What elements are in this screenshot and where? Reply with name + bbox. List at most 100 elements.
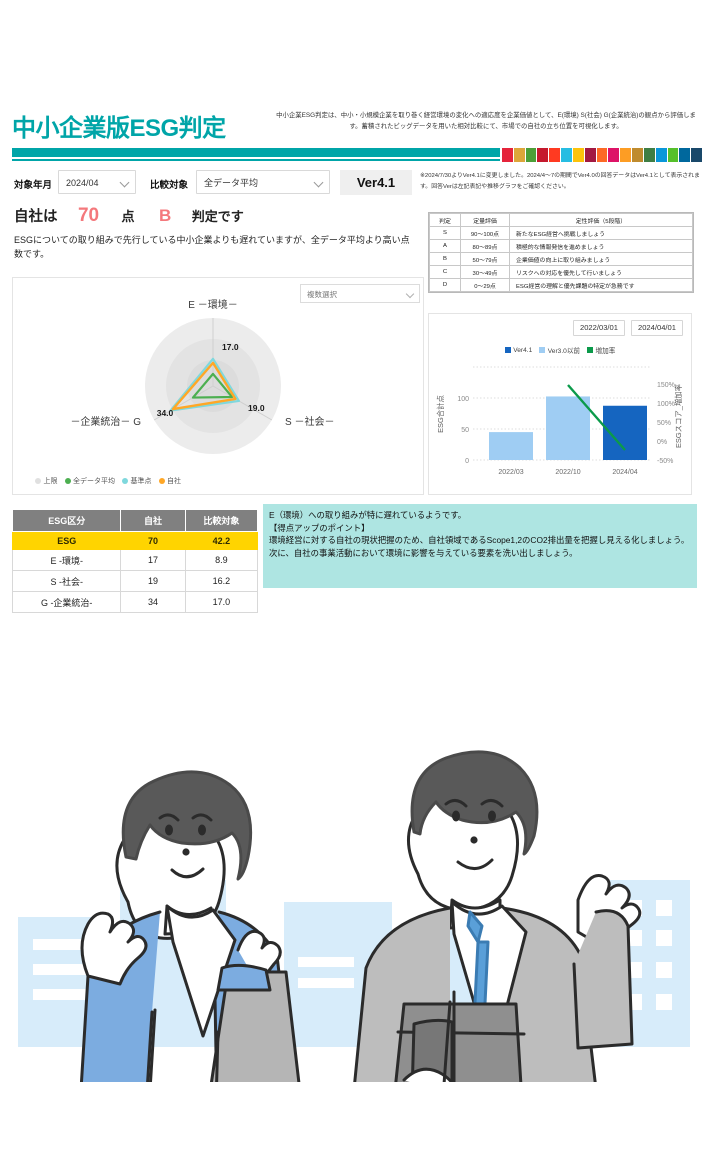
- table-row: G -企業統治-3417.0: [13, 592, 258, 613]
- radar-legend-item: 基準点: [122, 476, 152, 486]
- criteria-cell: S: [430, 227, 461, 240]
- table-cell: 8.9: [185, 550, 257, 571]
- svg-text:S －社会－: S －社会－: [285, 415, 334, 428]
- svg-text:150%: 150%: [657, 382, 675, 389]
- compare-label: 比較対象: [150, 177, 188, 191]
- table-cell: S -社会-: [13, 571, 121, 592]
- sdg-color-strip: [502, 148, 702, 162]
- sdg-color-block-2: [514, 148, 525, 162]
- radar-legend-label: 自社: [167, 476, 181, 486]
- svg-text:-50%: -50%: [657, 458, 673, 465]
- criteria-cell: 50～79点: [461, 253, 510, 266]
- criteria-cell: A: [430, 240, 461, 253]
- score-value: 70: [78, 205, 99, 227]
- chevron-down-icon: [315, 179, 323, 187]
- svg-text:34.0: 34.0: [157, 408, 174, 418]
- sdg-color-block-10: [608, 148, 619, 162]
- criteria-cell: B: [430, 253, 461, 266]
- table-header-row: ESG区分 自社 比較対象: [13, 510, 258, 532]
- table-header-own: 自社: [121, 510, 185, 532]
- date-from-button[interactable]: 2022/03/01: [573, 320, 625, 336]
- score-unit: 点: [122, 206, 135, 225]
- score-suffix: 判定です: [192, 206, 244, 225]
- trend-chart-panel: 2022/03/01 2024/04/01 Ver4.1Ver3.0以前増加率 …: [428, 313, 692, 495]
- legend-swatch-icon: [587, 347, 593, 353]
- header-divider: [0, 148, 705, 164]
- score-prefix: 自社は: [14, 205, 58, 226]
- sdg-color-block-1: [502, 148, 513, 162]
- svg-text:ESGスコア_増加率: ESGスコア_増加率: [674, 383, 683, 448]
- divider-bar-thick: [12, 148, 500, 157]
- svg-text:50%: 50%: [657, 420, 671, 427]
- compare-select-value: 全データ平均: [204, 178, 258, 188]
- legend-dot-icon: [122, 478, 128, 484]
- criteria-cell: 新たなESG経営へ挑戦しましょう: [510, 227, 693, 240]
- criteria-header-quantitative: 定量評価: [461, 214, 510, 227]
- period-select[interactable]: 2024/04: [58, 170, 136, 194]
- table-cell: 42.2: [185, 532, 257, 550]
- table-row: S -社会-1916.2: [13, 571, 258, 592]
- svg-text:17.0: 17.0: [222, 342, 239, 352]
- sdg-color-block-5: [549, 148, 560, 162]
- criteria-cell: ESG経営の理解と優先課題の特定が急務です: [510, 279, 693, 292]
- advice-line-3: 環境経営に対する自社の現状把握のため、自社領域であるScope1,2のCO2排出…: [269, 534, 691, 559]
- criteria-header-qualitative: 定性評価（5段階）: [510, 214, 693, 227]
- date-to-button[interactable]: 2024/04/01: [631, 320, 683, 336]
- page-title: 中小企業版ESG判定: [12, 108, 226, 143]
- svg-text:2024/04: 2024/04: [612, 469, 637, 476]
- period-select-value: 2024/04: [66, 178, 99, 188]
- criteria-row: D0～29点ESG経営の理解と優先課題の特定が急務です: [430, 279, 693, 292]
- svg-text:50: 50: [461, 427, 469, 434]
- sdg-color-block-4: [537, 148, 548, 162]
- criteria-row: S90～100点新たなESG経営へ挑戦しましょう: [430, 227, 693, 240]
- sdg-color-block-17: [691, 148, 702, 162]
- trend-legend-item: Ver4.1: [505, 347, 533, 354]
- svg-text:0: 0: [465, 458, 469, 465]
- table-cell: 70: [121, 532, 185, 550]
- business-people-illustration: [0, 612, 705, 1082]
- radar-legend-item: 自社: [159, 476, 182, 486]
- radar-legend-label: 上限: [44, 476, 58, 486]
- criteria-row: C30～49点リスクへの対応を優先して行いましょう: [430, 266, 693, 279]
- criteria-table: 判定 定量評価 定性評価（5段階） S90～100点新たなESG経営へ挑戦しまし…: [428, 212, 694, 293]
- table-cell: 16.2: [185, 571, 257, 592]
- radar-chart-panel: 複数選択 E －環境－ S －社会－ －企業統治－ G 17.0 19.0: [12, 277, 424, 495]
- sdg-color-block-16: [679, 148, 690, 162]
- svg-text:100: 100: [457, 396, 469, 403]
- table-header-category: ESG区分: [13, 510, 121, 532]
- divider-bar-thin: [12, 159, 500, 161]
- radar-legend-item: 上限: [35, 476, 58, 486]
- period-label: 対象年月: [14, 177, 52, 191]
- criteria-header-row: 判定 定量評価 定性評価（5段階）: [430, 214, 693, 227]
- table-cell: 19: [121, 571, 185, 592]
- trend-bar-chart: 100 50 0 -50% 0% 50% 100% 150% 2022/03 2…: [429, 354, 691, 494]
- compare-select[interactable]: 全データ平均: [196, 170, 330, 194]
- score-rank: B: [159, 206, 171, 226]
- criteria-cell: 30～49点: [461, 266, 510, 279]
- criteria-cell: 90～100点: [461, 227, 510, 240]
- table-row: E -環境-178.9: [13, 550, 258, 571]
- score-description: ESGについての取り組みで先行している中小企業よりも遅れていますが、全データ平均…: [14, 234, 414, 262]
- criteria-cell: D: [430, 279, 461, 292]
- table-cell: 17: [121, 550, 185, 571]
- table-cell: G -企業統治-: [13, 592, 121, 613]
- version-badge: Ver4.1: [340, 170, 412, 195]
- svg-text:100%: 100%: [657, 401, 675, 408]
- sdg-color-block-15: [668, 148, 679, 162]
- criteria-row: A80～89点積極的な情報発信を進めましょう: [430, 240, 693, 253]
- header-description: 中小企業ESG判定は、中小・小規模企業を取り巻く経営環境の変化への適応度を企業価…: [272, 110, 700, 132]
- svg-text:0%: 0%: [657, 439, 667, 446]
- legend-dot-icon: [35, 478, 41, 484]
- svg-text:E －環境－: E －環境－: [188, 298, 237, 311]
- criteria-cell: 0～29点: [461, 279, 510, 292]
- person-man: [352, 752, 640, 1082]
- esg-score-table: ESG区分 自社 比較対象 ESG7042.2E -環境-178.9S -社会-…: [12, 509, 258, 613]
- criteria-cell: 80～89点: [461, 240, 510, 253]
- report-header: 中小企業版ESG判定 中小企業ESG判定は、中小・小規模企業を取り巻く経営環境の…: [0, 104, 705, 166]
- sdg-color-block-12: [632, 148, 643, 162]
- svg-text:－企業統治－ G: －企業統治－ G: [70, 415, 141, 428]
- radar-legend-item: 全データ平均: [65, 476, 116, 486]
- trend-bar: [546, 396, 590, 460]
- table-cell: 17.0: [185, 592, 257, 613]
- sdg-color-block-8: [585, 148, 596, 162]
